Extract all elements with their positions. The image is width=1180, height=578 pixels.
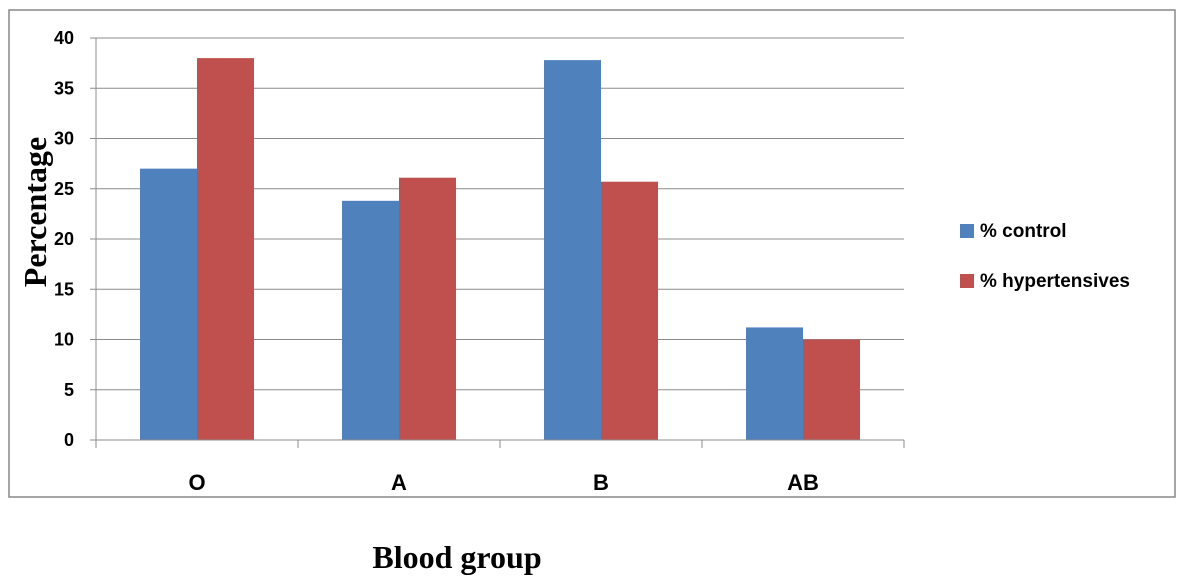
bar	[399, 177, 456, 440]
y-tick-label: 5	[64, 380, 74, 400]
x-category-label: B	[593, 470, 609, 495]
y-tick-label: 15	[54, 279, 74, 299]
y-tick-label: 25	[54, 179, 74, 199]
legend-swatch	[960, 224, 974, 238]
bar	[544, 60, 601, 441]
legend-label: % hypertensives	[980, 271, 1130, 292]
axes	[95, 38, 905, 448]
y-tick-label: 35	[54, 78, 74, 98]
legend-swatch	[960, 274, 974, 288]
bar	[342, 200, 399, 440]
legend: % control % hypertensives	[960, 221, 1130, 292]
y-tick-labels: 0 5 10 15 20 25 30 35 40	[54, 28, 74, 450]
x-category-label: O	[188, 470, 205, 495]
x-category-label: AB	[787, 470, 819, 495]
legend-label: % control	[980, 221, 1067, 242]
y-tick-label: 10	[54, 330, 74, 350]
y-axis-title: Percentage	[17, 137, 53, 287]
bar	[601, 181, 658, 440]
x-category-labels: O A B AB	[188, 470, 818, 495]
y-tick-label: 20	[54, 229, 74, 249]
x-axis-title: Blood group	[372, 539, 541, 575]
bars	[140, 58, 860, 441]
y-tick-label: 30	[54, 129, 74, 149]
y-tick-label: 0	[64, 430, 74, 450]
bar	[803, 339, 860, 440]
y-tick-label: 40	[54, 28, 74, 48]
bar	[140, 168, 197, 440]
bar	[197, 58, 254, 440]
x-category-label: A	[391, 470, 407, 495]
bar	[746, 327, 803, 440]
